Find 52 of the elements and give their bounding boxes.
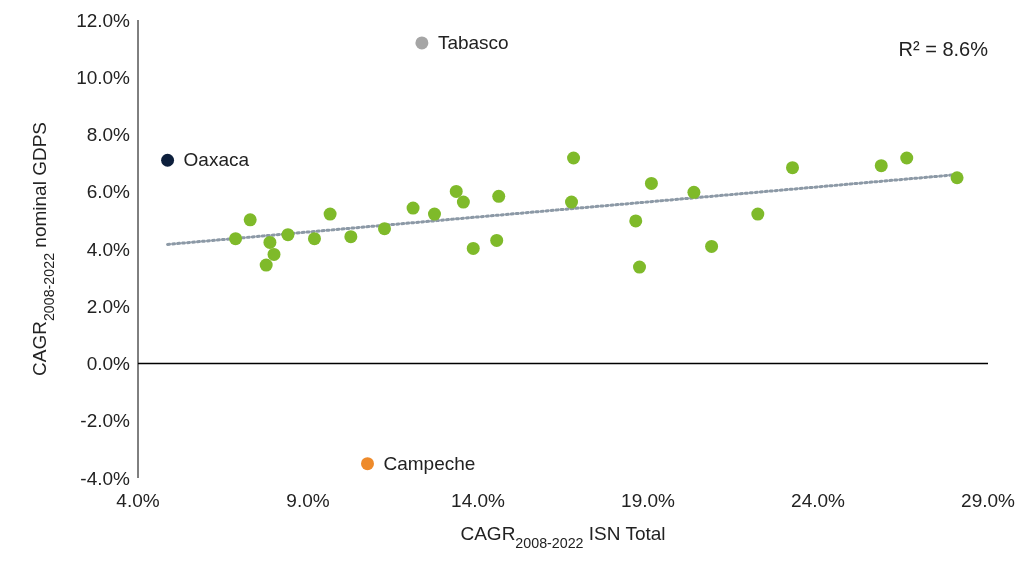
y-tick-label: 4.0%: [86, 238, 131, 260]
point: [427, 207, 441, 221]
point: [378, 222, 391, 236]
point: [565, 195, 578, 209]
point: [161, 153, 175, 167]
point: [344, 230, 358, 244]
point: [415, 36, 429, 50]
point: [267, 247, 281, 261]
y-tick-label: 10.0%: [76, 67, 131, 88]
point: [229, 232, 243, 246]
point: [705, 239, 719, 253]
x-tick-label: 4.0%: [116, 490, 160, 512]
point: [786, 161, 799, 175]
x-tick-label: 24.0%: [791, 490, 846, 512]
point: [490, 233, 504, 247]
point: [874, 159, 888, 173]
x-tick-label: 9.0%: [286, 490, 330, 512]
y-tick-label: 12.0%: [76, 9, 131, 31]
point: [243, 213, 257, 227]
point: [281, 228, 295, 242]
point: [361, 457, 374, 471]
y-tick-label: 8.0%: [86, 124, 131, 146]
point: [900, 151, 914, 165]
point: [644, 176, 658, 190]
y-tick-label: 2.0%: [86, 295, 131, 317]
point: [687, 185, 701, 199]
x-tick-label: 14.0%: [451, 490, 506, 512]
annotation: R² = 8.6%: [898, 38, 988, 61]
point: [323, 207, 337, 221]
point: [307, 232, 321, 246]
series-label: Campeche: [383, 452, 476, 474]
x-axis-title: CAGR$_{2008-2022}$ ISN Total: [460, 523, 666, 551]
point: [466, 241, 480, 255]
y-tick-label: 6.0%: [86, 181, 131, 203]
series-label: Oaxaca: [183, 149, 250, 171]
point: [950, 171, 964, 185]
point: [406, 201, 420, 215]
series-label: Tabasco: [437, 31, 509, 53]
point: [449, 184, 463, 198]
y-tick-label: -4.0%: [80, 467, 131, 489]
point: [567, 151, 581, 165]
point: [263, 235, 277, 249]
y-tick-label: -2.0%: [80, 410, 131, 432]
x-tick-label: 29.0%: [961, 490, 1016, 512]
point: [629, 214, 643, 228]
point: [259, 258, 273, 272]
point: [456, 195, 470, 209]
point: [751, 207, 765, 221]
x-tick-label: 19.0%: [621, 490, 676, 512]
y-tick-label: 0.0%: [86, 353, 131, 375]
point: [633, 260, 646, 274]
point: [492, 189, 506, 203]
